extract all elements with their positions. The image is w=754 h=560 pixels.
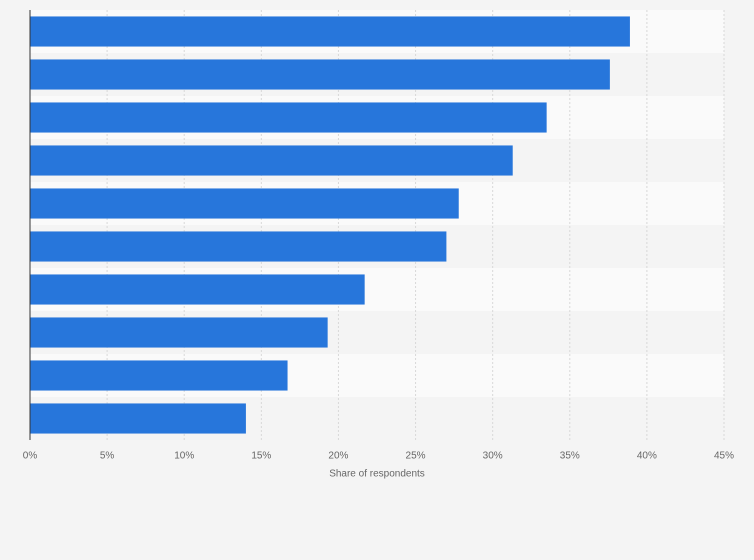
x-tick-label: 20%	[328, 451, 348, 462]
bar	[30, 102, 547, 133]
x-tick-label: 5%	[100, 451, 115, 462]
x-tick-label: 25%	[406, 451, 426, 462]
x-tick-label: 15%	[251, 451, 271, 462]
bar	[30, 317, 328, 348]
bar	[30, 16, 630, 47]
x-tick-label: 10%	[174, 451, 194, 462]
x-tick-label: 45%	[714, 451, 734, 462]
x-axis-label: Share of respondents	[329, 469, 425, 480]
bar	[30, 231, 447, 262]
bar	[30, 403, 246, 434]
bar	[30, 274, 365, 305]
bar	[30, 145, 513, 176]
bar	[30, 360, 288, 391]
x-tick-label: 0%	[23, 451, 38, 462]
x-tick-label: 40%	[637, 451, 657, 462]
bar	[30, 188, 459, 219]
x-tick-label: 35%	[560, 451, 580, 462]
x-tick-label: 30%	[483, 451, 503, 462]
bar	[30, 59, 610, 90]
